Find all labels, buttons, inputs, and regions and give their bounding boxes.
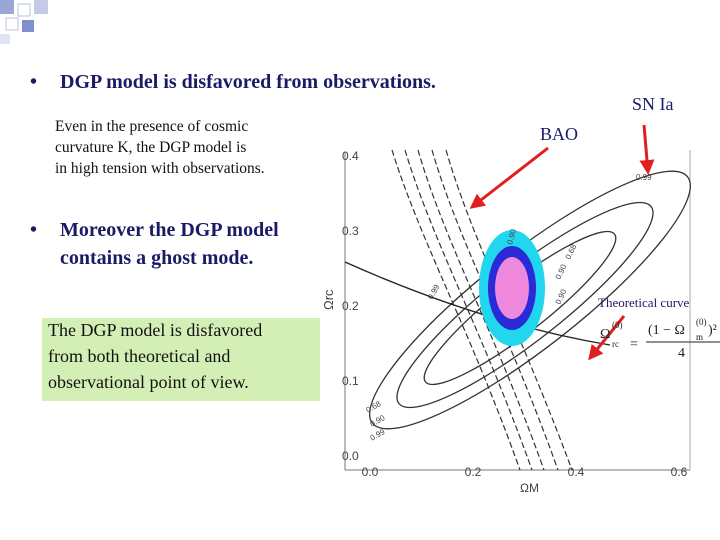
x-tick-label: 0.2 [465, 465, 482, 479]
deco-square [17, 3, 31, 17]
deco-square [34, 0, 48, 14]
bullet-text: contains a ghost mode. [60, 247, 253, 269]
contour-label: 0.90 [505, 228, 518, 246]
contour-label: 0.90 [369, 413, 387, 429]
decoration [0, 0, 48, 44]
contour-label: 0.68 [365, 399, 383, 415]
constraint-inner [495, 257, 529, 319]
bullet-text: Moreover the DGP model [60, 219, 279, 241]
arrow [588, 315, 626, 361]
formula: Ω (0) rc = (1 − Ω (0) m )² 4 [600, 317, 720, 361]
contour [404, 149, 533, 471]
bao-contours [391, 149, 573, 471]
formula-part: rc [612, 339, 619, 349]
formula-part: (0) [612, 320, 623, 330]
deco-square [0, 0, 14, 14]
contour-label: 0.90 [554, 262, 569, 280]
y-tick-label: 0.2 [342, 299, 359, 313]
x-tick-label: 0.4 [568, 465, 585, 479]
x-tick-label: 0.6 [671, 465, 688, 479]
contour [391, 149, 521, 471]
note-line: curvature K, the DGP model is [55, 139, 246, 156]
deco-square [5, 17, 19, 31]
contour [417, 149, 545, 471]
deco-square [0, 34, 10, 44]
contour-label: 0.90 [554, 287, 569, 305]
arrows [469, 124, 655, 361]
deco-square [22, 20, 34, 32]
arrow [639, 124, 655, 175]
formula-part: (1 − Ω [648, 323, 685, 338]
bullet-text: DGP model is disfavored from observation… [60, 71, 436, 93]
formula-part: (0) [696, 317, 707, 327]
callout-line: from both theoretical and [48, 346, 230, 366]
note-line: Even in the presence of cosmic [55, 118, 248, 135]
formula-part: m [696, 332, 703, 342]
note-line: in high tension with observations. [55, 160, 265, 177]
figure: 0.990.680.900.990.900.680.900.990.90 0.0… [321, 149, 691, 495]
y-tick-label: 0.1 [342, 374, 359, 388]
bullet-marker: • [30, 71, 37, 93]
theory-label: Theoretical curve [598, 295, 690, 310]
contour-label: 0.99 [426, 283, 442, 301]
callout-line: The DGP model is disfavored [48, 320, 262, 340]
contour-label: 0.68 [564, 242, 579, 260]
y-tick-label: 0.3 [342, 224, 359, 238]
contour [431, 149, 559, 471]
formula-part: Ω [600, 327, 610, 342]
x-axis-label: ΩM [520, 481, 539, 495]
callout-box [42, 318, 320, 401]
formula-part: 4 [678, 346, 685, 361]
contour-label: 0.99 [636, 173, 652, 182]
bullet-marker: • [30, 219, 37, 241]
sn-label: SN Ia [632, 94, 674, 114]
arrow [469, 146, 549, 209]
callout-line: observational point of view. [48, 372, 249, 392]
y-tick-label: 0.0 [342, 449, 359, 463]
formula-part: )² [708, 323, 717, 338]
bao-label: BAO [540, 124, 578, 144]
y-axis-label: Ωrc [321, 289, 336, 310]
contour [445, 149, 573, 471]
formula-part: = [630, 337, 638, 352]
theory-curve [344, 261, 611, 346]
y-tick-label: 0.4 [342, 149, 359, 163]
x-tick-label: 0.0 [362, 465, 379, 479]
